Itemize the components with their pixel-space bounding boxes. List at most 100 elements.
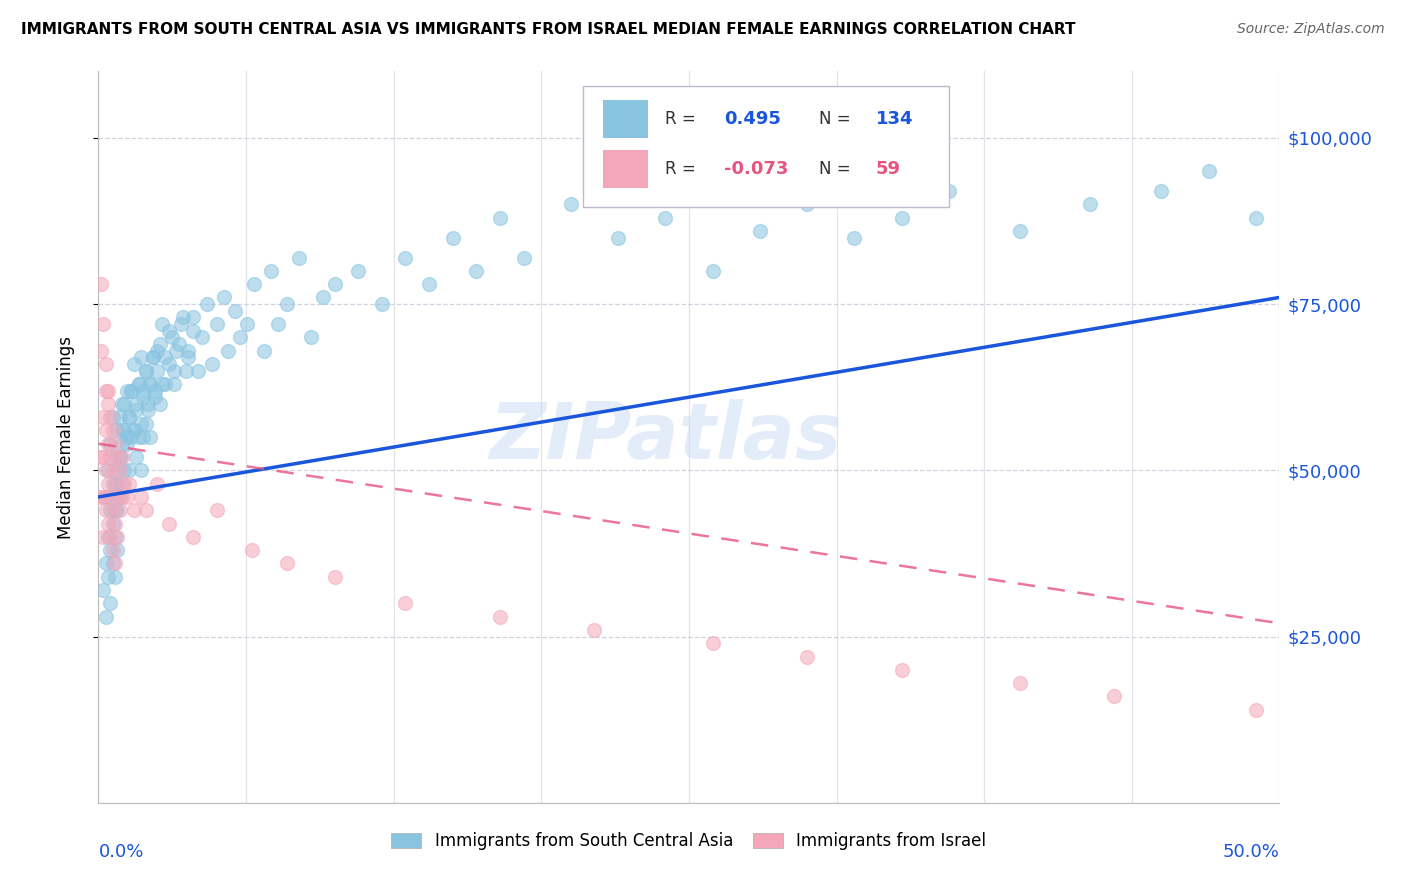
Point <box>142 351 165 365</box>
Point <box>181 310 204 325</box>
Point <box>108 503 131 517</box>
Point <box>112 463 135 477</box>
Point <box>105 450 128 464</box>
Point <box>121 430 143 444</box>
Point <box>512 251 534 265</box>
Point <box>111 476 134 491</box>
Point <box>101 543 124 558</box>
Y-axis label: Median Female Earnings: Median Female Earnings <box>56 335 75 539</box>
Point <box>1008 676 1031 690</box>
Point <box>890 211 912 225</box>
Point <box>105 543 128 558</box>
Point <box>94 357 117 371</box>
Point <box>112 424 135 438</box>
Point <box>157 357 180 371</box>
Point <box>1102 690 1125 704</box>
Point <box>101 516 124 531</box>
Point <box>128 376 150 391</box>
Point <box>104 503 127 517</box>
Point <box>98 436 121 450</box>
Point <box>111 424 134 438</box>
Point <box>91 317 114 331</box>
Point <box>163 376 186 391</box>
Point <box>240 543 263 558</box>
Point <box>97 397 120 411</box>
Point <box>142 351 165 365</box>
Point <box>205 503 228 517</box>
Point <box>135 363 157 377</box>
Point <box>143 390 166 404</box>
Point <box>187 363 209 377</box>
Point <box>167 337 190 351</box>
Point <box>111 450 134 464</box>
Point <box>149 397 172 411</box>
Point <box>157 516 180 531</box>
Point <box>135 503 157 517</box>
Point <box>98 530 121 544</box>
FancyBboxPatch shape <box>582 86 949 207</box>
Point <box>105 476 128 491</box>
Point <box>91 410 114 425</box>
Point <box>98 503 121 517</box>
Point <box>323 570 346 584</box>
Point <box>108 410 131 425</box>
Point <box>101 424 124 438</box>
Point <box>135 363 157 377</box>
Point <box>136 397 159 411</box>
Point <box>702 636 724 650</box>
Point <box>229 330 252 344</box>
Point <box>94 424 117 438</box>
FancyBboxPatch shape <box>603 100 648 138</box>
Point <box>702 264 724 278</box>
Point <box>132 384 155 398</box>
Point <box>267 317 290 331</box>
Point <box>125 397 148 411</box>
Point <box>177 351 200 365</box>
Point <box>201 357 224 371</box>
Point <box>465 264 488 278</box>
Point <box>312 290 335 304</box>
Point <box>177 343 200 358</box>
Point <box>104 476 127 491</box>
Point <box>108 463 131 477</box>
Point <box>101 476 124 491</box>
Text: IMMIGRANTS FROM SOUTH CENTRAL ASIA VS IMMIGRANTS FROM ISRAEL MEDIAN FEMALE EARNI: IMMIGRANTS FROM SOUTH CENTRAL ASIA VS IM… <box>21 22 1076 37</box>
Point <box>205 317 228 331</box>
Point <box>132 430 155 444</box>
Point <box>1244 211 1267 225</box>
Point <box>108 450 131 464</box>
Point <box>150 376 173 391</box>
Point <box>111 397 134 411</box>
Point <box>153 351 176 365</box>
Point <box>101 503 124 517</box>
Point <box>181 324 204 338</box>
Point <box>115 384 138 398</box>
Text: 0.495: 0.495 <box>724 110 782 128</box>
Point <box>91 582 114 597</box>
Text: ZIPatlas: ZIPatlas <box>489 399 841 475</box>
Point <box>104 570 127 584</box>
Point <box>212 290 235 304</box>
Point <box>122 357 145 371</box>
Point <box>163 363 186 377</box>
Point <box>129 463 152 477</box>
Point <box>748 224 770 238</box>
Point <box>97 463 120 477</box>
Point <box>1150 184 1173 198</box>
Point <box>165 343 187 358</box>
Text: N =: N = <box>818 110 851 128</box>
Point <box>111 490 134 504</box>
Point <box>118 410 141 425</box>
Point <box>118 410 141 425</box>
Point <box>105 424 128 438</box>
Point <box>129 351 152 365</box>
Point <box>90 490 112 504</box>
Point <box>323 277 346 292</box>
Point <box>94 557 117 571</box>
Point <box>97 384 120 398</box>
Point <box>105 530 128 544</box>
Text: -0.073: -0.073 <box>724 160 789 178</box>
Text: Source: ZipAtlas.com: Source: ZipAtlas.com <box>1237 22 1385 37</box>
Point <box>125 450 148 464</box>
Point <box>796 197 818 211</box>
